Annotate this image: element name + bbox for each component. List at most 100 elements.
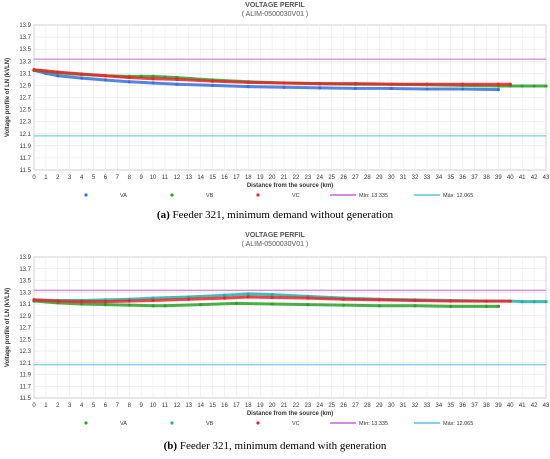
data-point [246,85,250,89]
data-point [222,293,227,297]
data-point [377,298,381,302]
legend-item: VC [256,193,300,199]
data-point [353,82,358,86]
y-tick-label: 12.1 [19,361,31,367]
data-point [103,74,108,78]
data-point [246,292,250,296]
x-tick-label: 9 [139,403,143,409]
data-point [103,302,108,307]
figure-caption: (b) Feeder 321, minimum demand with gene… [164,440,387,452]
x-tick-label: 20 [269,175,276,181]
y-tick-label: 13.1 [19,71,31,77]
legend-label: VB [206,421,214,427]
x-tick-label: 5 [92,403,96,409]
data-point [532,300,536,304]
x-tick-label: 12 [174,403,181,409]
data-point [413,304,417,308]
y-tick-label: 11.5 [20,396,32,402]
data-point [306,296,310,300]
x-tick-label: 11 [162,403,169,409]
x-tick-label: 18 [245,403,252,409]
data-point [461,87,465,91]
y-tick-label: 12.7 [19,96,31,102]
x-tick-label: 11 [162,175,169,181]
data-point [56,70,60,74]
data-point [127,80,131,84]
x-tick-label: 15 [209,175,216,181]
data-point [282,81,286,85]
x-tick-label: 17 [233,403,240,409]
x-tick-label: 28 [364,403,371,409]
y-tick-label: 13.5 [19,47,31,53]
x-tick-label: 29 [376,175,383,181]
x-tick-label: 16 [221,403,228,409]
x-tick-label: 40 [507,175,514,181]
figure-caption: (a) Feeder 321, minimum demand without g… [157,209,394,221]
x-tick-label: 37 [471,175,478,181]
data-point [318,86,322,90]
x-tick-label: 33 [424,175,431,181]
x-tick-label: 38 [483,403,490,409]
x-tick-label: 41 [519,403,526,409]
data-point [461,82,465,86]
y-tick-label: 13.7 [19,35,31,41]
x-tick-label: 31 [400,175,407,181]
data-point [520,84,524,88]
data-point [80,76,84,80]
data-point [496,304,500,308]
legend-label: VC [292,421,300,427]
legend-item: VA [84,421,127,427]
x-tick-label: 25 [328,403,335,409]
legend-marker [256,421,260,425]
x-tick-label: 13 [185,403,192,409]
x-tick-label: 21 [281,403,288,409]
data-point [425,82,429,86]
data-point [127,303,131,307]
chart-subtitle: ( ALIM-0500030V01 ) [242,241,309,248]
y-tick-label: 11.7 [20,156,32,162]
x-tick-label: 22 [293,175,300,181]
x-tick-label: 35 [447,403,454,409]
x-tick-label: 29 [376,403,383,409]
data-point [389,82,393,86]
legend-item: Máx: 12.065 [414,421,473,427]
x-tick-label: 42 [531,403,538,409]
x-tick-label: 37 [471,403,478,409]
legend-label: Mín: 13.335 [359,193,388,199]
x-tick-label: 43 [543,403,550,409]
data-point [80,72,84,76]
y-tick-label: 12.7 [19,326,31,332]
data-point [544,84,548,88]
data-point [425,87,429,91]
x-tick-label: 18 [245,175,252,181]
legend-label: VA [120,193,127,199]
x-tick-label: 4 [80,175,84,181]
series-va [32,68,500,92]
x-tick-label: 16 [221,175,228,181]
x-tick-label: 8 [128,175,132,181]
data-point [318,82,322,86]
chart-title: VOLTAGE PERFIL [245,2,305,9]
x-tick-label: 8 [128,403,132,409]
data-point [56,299,60,303]
data-point [306,302,310,307]
x-tick-label: 23 [305,403,312,409]
x-tick-label: 2 [56,175,60,181]
x-tick-label: 5 [92,175,96,181]
data-point [377,304,381,308]
x-tick-label: 27 [352,175,359,181]
series-vc [32,295,512,304]
legend-item: VA [84,193,127,199]
y-tick-label: 12.5 [19,108,31,114]
y-tick-label: 12.5 [19,337,31,343]
x-tick-label: 6 [104,403,108,409]
data-point [234,301,239,306]
x-tick-label: 38 [483,175,490,181]
x-tick-label: 43 [543,175,550,181]
legend-item: Máx: 12.065 [414,193,473,199]
x-tick-label: 40 [507,403,514,409]
y-axis-label: Voltage profile of LN (kVLN) [5,288,11,367]
series-vc [32,68,512,86]
data-point [484,299,489,303]
data-point [127,75,131,80]
